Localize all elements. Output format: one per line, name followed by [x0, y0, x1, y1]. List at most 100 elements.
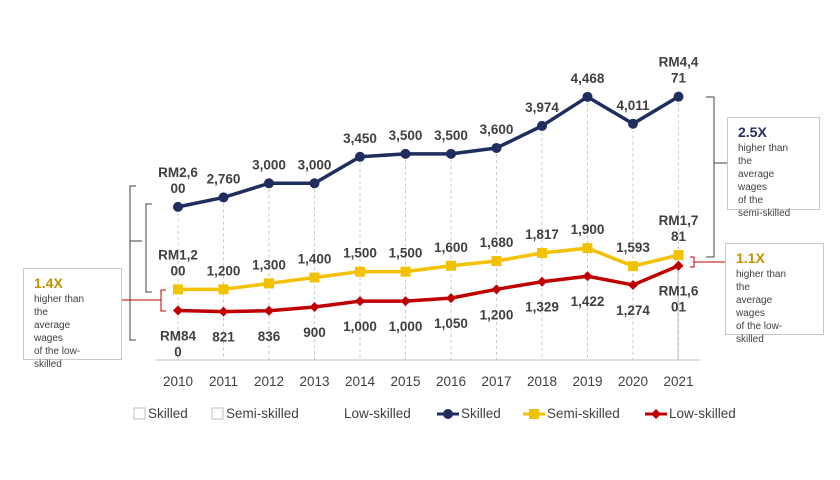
legend-marker-semi-skilled: [529, 409, 539, 419]
data-label-skilled-2015: 3,500: [389, 128, 423, 143]
series-line-semi-skilled: [178, 246, 679, 292]
data-label-semi-skilled-2010: RM1,2 00: [158, 247, 198, 278]
legend-ghost-swatch: [211, 407, 224, 420]
data-label-low-skilled-2019: 1,422: [571, 294, 605, 309]
point-low-skilled-2017: [491, 284, 502, 295]
x-tick-2017: 2017: [481, 374, 511, 389]
point-skilled-2010: [173, 201, 183, 212]
data-label-skilled-2010: RM2,6 00: [158, 165, 198, 196]
data-label-semi-skilled-2017: 1,680: [480, 235, 514, 250]
data-label-low-skilled-2021: RM1,6 01: [659, 284, 699, 315]
data-label-skilled-2018: 3,974: [525, 100, 559, 115]
point-low-skilled-2012: [264, 305, 274, 316]
legend-ghost-label: Low-skilled: [344, 406, 411, 421]
data-label-skilled-2019: 4,468: [571, 71, 605, 86]
x-tick-2016: 2016: [436, 374, 466, 389]
data-label-low-skilled-2010: RM84 0: [160, 329, 197, 360]
data-label-low-skilled-2012: 836: [258, 329, 281, 344]
data-label-low-skilled-2015: 1,000: [389, 319, 423, 334]
data-label-skilled-2011: 2,760: [207, 171, 241, 186]
legend-label-semi-skilled: Semi-skilled: [547, 406, 620, 421]
annotation-ratio: 1.1X: [736, 250, 765, 266]
point-semi-skilled-2015: [400, 266, 411, 277]
point-low-skilled-2019: [582, 271, 593, 282]
x-tick-2019: 2019: [572, 374, 602, 389]
data-label-skilled-2014: 3,450: [343, 131, 377, 146]
point-semi-skilled-2021: [673, 250, 684, 261]
x-tick-2013: 2013: [299, 374, 329, 389]
data-label-skilled-2016: 3,500: [434, 128, 468, 143]
point-low-skilled-2015: [400, 296, 411, 307]
point-low-skilled-2016: [446, 293, 456, 304]
x-tick-2020: 2020: [618, 374, 648, 389]
annotation-ratio: 2.5X: [738, 124, 767, 140]
point-skilled-2015: [400, 148, 411, 159]
annotation-ratio: 1.4X: [34, 275, 63, 291]
point-skilled-2018: [537, 120, 547, 131]
x-tick-2010: 2010: [163, 374, 193, 389]
data-label-semi-skilled-2016: 1,600: [434, 240, 468, 255]
point-semi-skilled-2017: [491, 256, 502, 267]
data-label-low-skilled-2018: 1,329: [525, 300, 559, 315]
data-label-semi-skilled-2013: 1,400: [298, 252, 332, 267]
point-semi-skilled-2010: [173, 284, 183, 295]
series-line-skilled: [177, 95, 680, 209]
bracket-left-semi-low: [160, 289, 166, 312]
point-low-skilled-2021: [673, 260, 684, 271]
point-skilled-2011: [218, 192, 229, 203]
bracket-semi-vs-low: [690, 256, 695, 268]
point-low-skilled-2011: [218, 306, 229, 317]
data-label-low-skilled-2016: 1,050: [434, 316, 468, 331]
legend: Skilled Semi-skilled Low-skilled Skilled Sem…: [133, 406, 736, 421]
data-label-low-skilled-2011: 821: [212, 330, 235, 345]
legend-ghost-label: Semi-skilled: [226, 406, 299, 421]
legend-label-low-skilled: Low-skilled: [669, 406, 736, 421]
point-low-skilled-2020: [628, 279, 638, 290]
x-tick-2011: 2011: [209, 374, 238, 389]
annotation-text: higher than the average wages of the sem…: [738, 143, 791, 219]
annotation-text: higher than the average wages of the low…: [34, 294, 85, 370]
point-semi-skilled-2019: [582, 243, 593, 254]
point-skilled-2020: [628, 118, 638, 129]
point-semi-skilled-2012: [264, 278, 274, 289]
data-label-skilled-2021: RM4,4 71: [659, 55, 699, 86]
data-label-low-skilled-2020: 1,274: [616, 303, 650, 318]
point-skilled-2016: [446, 148, 456, 159]
point-skilled-2021: [673, 91, 684, 102]
point-semi-skilled-2011: [218, 284, 229, 295]
data-label-skilled-2013: 3,000: [298, 157, 332, 172]
point-skilled-2017: [491, 142, 502, 153]
point-low-skilled-2013: [309, 301, 320, 312]
annotation-text: higher than the average wages of the low…: [736, 269, 787, 345]
x-tick-labels: 2010 2011 2012 2013 2014 2015 2016 2017 2018 2019…: [163, 374, 694, 389]
data-label-semi-skilled-2021: RM1,7 81: [659, 213, 699, 244]
point-semi-skilled-2013: [309, 272, 320, 283]
legend-label-skilled: Skilled: [461, 406, 501, 421]
data-label-low-skilled-2017: 1,200: [480, 307, 514, 322]
point-low-skilled-2018: [537, 276, 547, 287]
point-skilled-2013: [309, 178, 320, 189]
data-label-semi-skilled-2018: 1,817: [525, 227, 559, 242]
bracket-inner-left: [145, 203, 152, 293]
point-skilled-2012: [264, 178, 274, 189]
point-semi-skilled-2016: [446, 260, 456, 271]
data-labels: RM2,6 00 2,760 3,000 3,000 3,450 3,500 3,500 3,6…: [158, 55, 699, 360]
legend-ghost-label: Skilled: [148, 406, 188, 421]
x-tick-2014: 2014: [345, 374, 376, 389]
series-line-low-skilled: [177, 264, 680, 314]
annotation-brackets: [122, 96, 727, 360]
legend-marker-skilled: [443, 409, 453, 419]
bracket-outer-left: [129, 185, 136, 341]
x-tick-2012: 2012: [254, 374, 284, 389]
x-tick-2021: 2021: [663, 374, 693, 389]
annotation-skilled-vs-semi: 2.5X higher than the average wages of th…: [727, 117, 820, 219]
data-label-low-skilled-2014: 1,000: [343, 319, 377, 334]
point-skilled-2014: [355, 151, 365, 162]
data-label-semi-skilled-2011: 1,200: [207, 263, 241, 278]
point-semi-skilled-2014: [355, 266, 365, 277]
data-label-low-skilled-2013: 900: [303, 325, 326, 340]
annotation-semi-vs-low: 1.1X higher than the average wages of th…: [725, 243, 824, 345]
annotation-skilled-vs-low: 1.4X higher than the average wages of th…: [23, 268, 122, 370]
